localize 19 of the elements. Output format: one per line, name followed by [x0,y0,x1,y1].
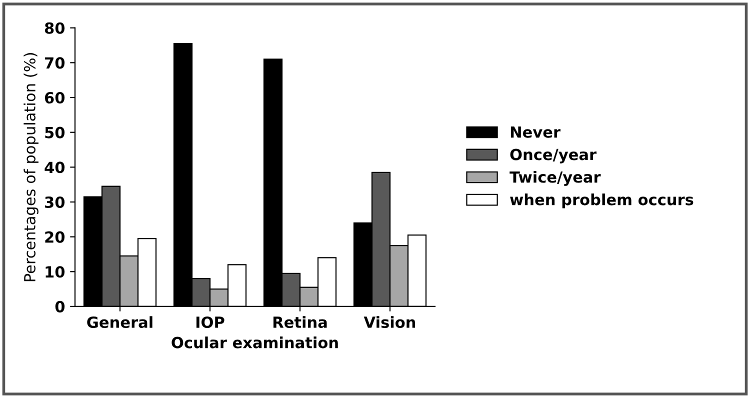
y-tick-label: 40 [44,162,65,174]
y-tick-label: 70 [45,57,65,69]
x-tick-label: IOP [196,316,224,328]
y-tick-label: 80 [44,22,65,34]
y-tick-label: 0 [55,300,65,312]
y-tick-label: 20 [45,231,65,243]
y-tick-label: 30 [45,196,65,208]
legend-label: Twice/year [510,170,601,186]
legend-label: Once/year [510,148,597,164]
x-tick-label: Vision [364,316,416,328]
x-axis-title: Ocular examination [172,336,338,348]
x-tick-label: General [87,316,152,328]
y-tick-label: 60 [44,92,65,104]
legend-label: Never [510,126,560,138]
y-tick-label: 10 [46,266,65,278]
y-axis-title: Percentages of population (%) [24,53,38,282]
y-tick-label: 50 [45,126,65,138]
legend-label: when problem occurs [510,194,694,208]
x-tick-label: Retina [273,316,327,328]
